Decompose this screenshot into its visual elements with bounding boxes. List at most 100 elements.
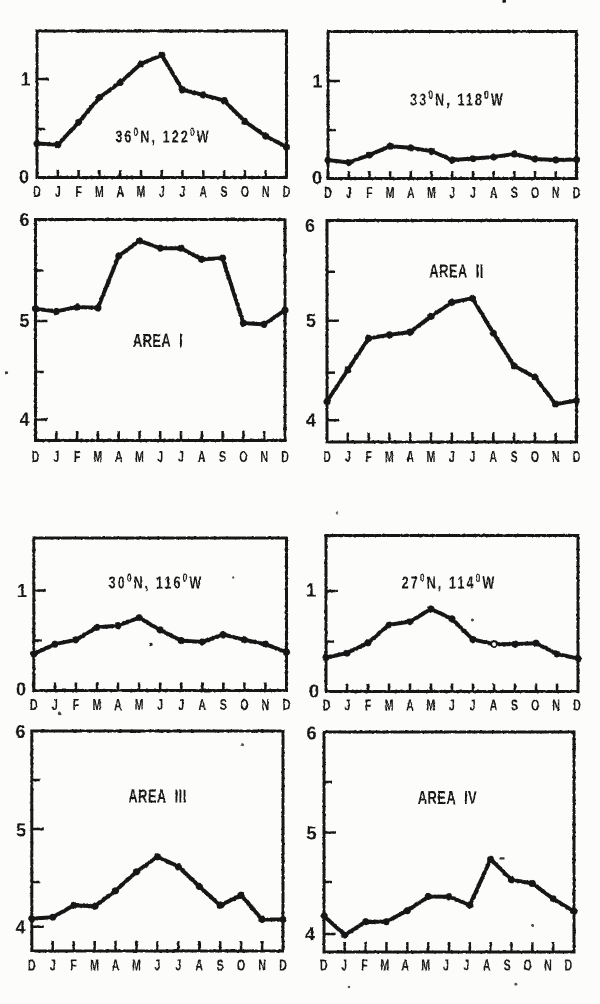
svg-text:J: J: [157, 696, 163, 714]
svg-text:O: O: [531, 696, 540, 714]
svg-text:S: S: [217, 956, 224, 974]
svg-text:J: J: [470, 184, 476, 202]
svg-text:A: A: [112, 956, 120, 974]
svg-text:N: N: [552, 184, 560, 202]
svg-text:J: J: [470, 696, 476, 714]
svg-text:D: D: [565, 956, 573, 974]
svg-text:A: A: [490, 696, 498, 714]
svg-text:5: 5: [306, 311, 316, 331]
svg-text:M: M: [426, 696, 435, 714]
svg-text:0: 0: [309, 682, 319, 702]
svg-text:D: D: [324, 184, 332, 202]
svg-text:F: F: [74, 448, 81, 466]
svg-text:M: M: [95, 183, 104, 201]
svg-text:J: J: [463, 956, 469, 974]
svg-text:M: M: [93, 696, 102, 714]
svg-text:A: A: [483, 956, 491, 974]
svg-text:N: N: [544, 956, 552, 974]
svg-text:D: D: [283, 183, 291, 201]
svg-text:J: J: [345, 448, 351, 466]
svg-text:0: 0: [16, 680, 26, 700]
svg-text:D: D: [33, 183, 41, 201]
svg-text:S: S: [221, 183, 228, 201]
svg-text:J: J: [180, 183, 186, 201]
svg-text:J: J: [449, 696, 455, 714]
svg-text:J: J: [159, 183, 165, 201]
svg-text:J: J: [55, 183, 61, 201]
svg-text:O: O: [531, 184, 540, 202]
svg-text:M: M: [90, 956, 99, 974]
svg-text:AREA I: AREA I: [133, 332, 183, 352]
svg-text:A: A: [116, 183, 124, 201]
svg-text:1: 1: [20, 70, 30, 90]
svg-text:J: J: [341, 956, 347, 974]
svg-text:A: A: [195, 956, 203, 974]
svg-text:S: S: [219, 448, 226, 466]
svg-text:F: F: [73, 696, 80, 714]
svg-text:D: D: [30, 696, 38, 714]
svg-text:A: A: [198, 696, 206, 714]
svg-text:J: J: [443, 956, 449, 974]
svg-text:A: A: [489, 448, 497, 466]
svg-text:270N, 1140W: 270N, 1140W: [402, 573, 497, 593]
svg-text:M: M: [385, 696, 394, 714]
svg-text:A: A: [407, 184, 415, 202]
svg-text:M: M: [93, 448, 102, 466]
svg-text:6: 6: [19, 210, 29, 230]
svg-text:A: A: [406, 448, 414, 466]
svg-text:M: M: [386, 184, 395, 202]
svg-text:M: M: [385, 448, 394, 466]
svg-text:A: A: [401, 956, 409, 974]
svg-text:N: N: [262, 183, 270, 201]
svg-text:O: O: [239, 448, 248, 466]
svg-text:D: D: [281, 448, 289, 466]
svg-text:F: F: [361, 956, 368, 974]
svg-text:J: J: [346, 184, 352, 202]
svg-text:0: 0: [312, 168, 322, 188]
svg-text:J: J: [175, 956, 181, 974]
svg-text:F: F: [70, 956, 77, 974]
svg-text:O: O: [237, 956, 246, 974]
svg-text:J: J: [50, 956, 56, 974]
svg-text:F: F: [366, 184, 373, 202]
svg-text:A: A: [406, 696, 414, 714]
svg-text:M: M: [427, 448, 436, 466]
svg-text:S: S: [504, 956, 511, 974]
svg-text:D: D: [283, 696, 291, 714]
svg-text:J: J: [470, 448, 476, 466]
svg-text:N: N: [552, 448, 560, 466]
svg-text:S: S: [511, 696, 518, 714]
svg-text:D: D: [323, 448, 331, 466]
svg-text:AREA III: AREA III: [128, 787, 186, 807]
svg-text:M: M: [135, 448, 144, 466]
svg-text:M: M: [135, 696, 144, 714]
svg-text:5: 5: [19, 311, 29, 331]
svg-text:M: M: [380, 956, 389, 974]
svg-text:N: N: [262, 696, 270, 714]
svg-text:F: F: [75, 183, 82, 201]
svg-text:5: 5: [16, 821, 26, 841]
svg-text:O: O: [531, 448, 540, 466]
svg-text:N: N: [552, 696, 560, 714]
svg-text:D: D: [320, 956, 328, 974]
svg-text:S: S: [511, 448, 518, 466]
svg-text:S: S: [220, 696, 227, 714]
svg-text:F: F: [365, 696, 372, 714]
svg-text:1: 1: [17, 581, 27, 601]
svg-text:J: J: [449, 184, 455, 202]
svg-text:D: D: [573, 696, 581, 714]
svg-text:360N, 1220W: 360N, 1220W: [115, 127, 210, 147]
svg-text:6: 6: [306, 724, 316, 744]
svg-text:D: D: [279, 956, 287, 974]
svg-text:1: 1: [306, 581, 316, 601]
svg-text:M: M: [421, 956, 430, 974]
svg-text:A: A: [199, 183, 207, 201]
svg-text:A: A: [198, 448, 206, 466]
svg-text:J: J: [178, 696, 184, 714]
svg-text:4: 4: [306, 411, 316, 431]
svg-text:F: F: [365, 448, 372, 466]
svg-text:4: 4: [19, 410, 29, 430]
svg-text:4: 4: [305, 925, 315, 945]
svg-text:N: N: [260, 448, 268, 466]
svg-text:M: M: [427, 184, 436, 202]
